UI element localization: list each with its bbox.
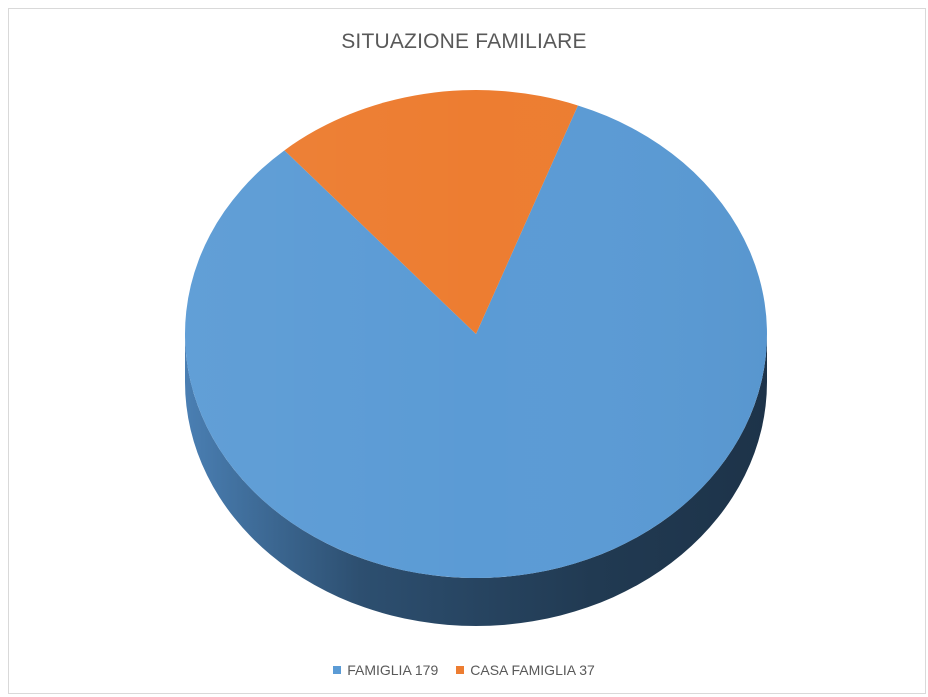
pie-side-famiglia bbox=[185, 334, 767, 626]
legend-swatch-famiglia bbox=[333, 666, 342, 674]
legend-swatch-casa-famiglia bbox=[456, 666, 465, 674]
legend-item-casa-famiglia: CASA FAMIGLIA 37 bbox=[456, 662, 595, 678]
pie-slices bbox=[184, 90, 767, 579]
legend-item-famiglia: FAMIGLIA 179 bbox=[333, 662, 438, 678]
legend: FAMIGLIA 179 CASA FAMIGLIA 37 bbox=[0, 662, 928, 678]
legend-label-casa-famiglia: CASA FAMIGLIA 37 bbox=[470, 662, 595, 678]
legend-label-famiglia: FAMIGLIA 179 bbox=[347, 662, 439, 678]
pie-side-wall bbox=[185, 334, 767, 626]
pie-top-sheen bbox=[185, 90, 767, 578]
chart-title: SITUAZIONE FAMILIARE bbox=[341, 30, 587, 53]
